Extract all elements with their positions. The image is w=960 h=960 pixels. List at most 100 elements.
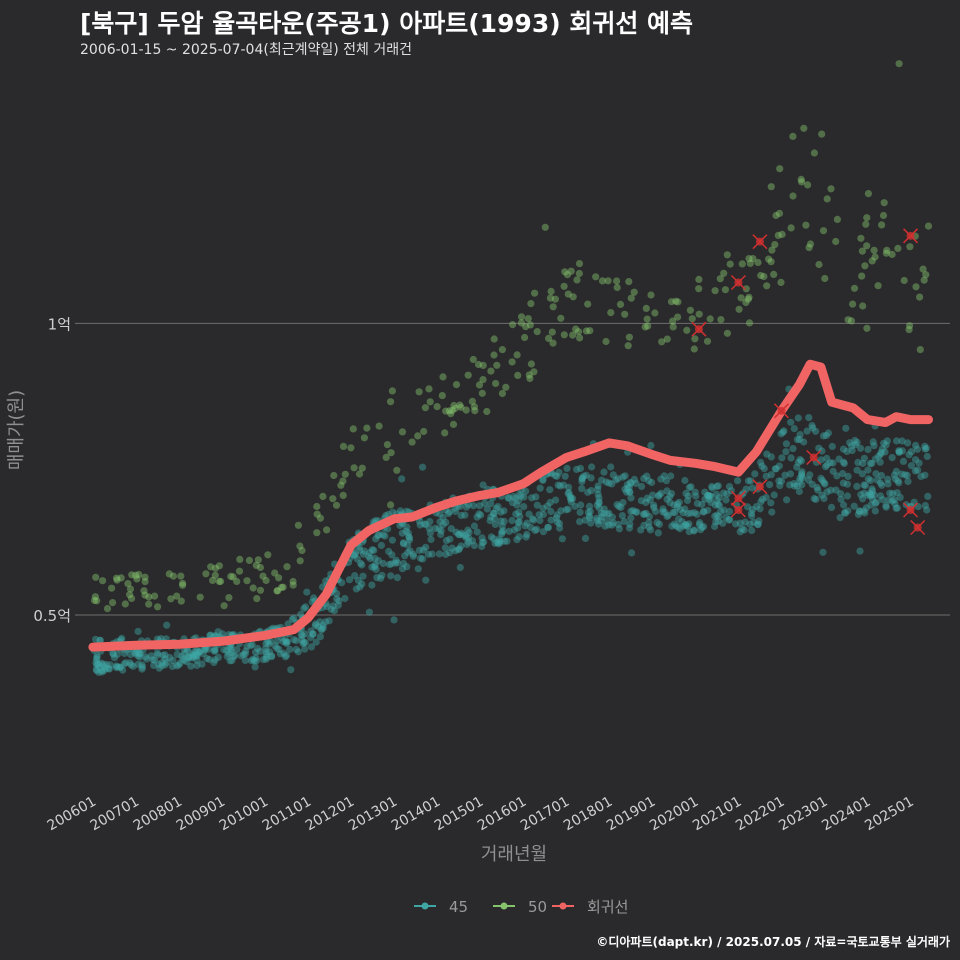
data-point-45	[425, 524, 433, 532]
data-point-50	[575, 260, 584, 268]
data-point-50	[90, 596, 99, 605]
data-point-45	[211, 645, 219, 653]
data-point-50	[576, 334, 584, 342]
data-point-45	[184, 652, 192, 661]
data-point-50	[669, 323, 677, 331]
data-point-45	[266, 638, 274, 646]
data-point-45	[555, 468, 563, 476]
data-point-45	[553, 518, 561, 526]
data-point-45	[911, 467, 920, 475]
data-point-45	[262, 650, 270, 658]
data-point-45	[817, 456, 825, 464]
data-point-45	[664, 511, 672, 519]
data-point-45	[595, 504, 603, 512]
data-point-45	[844, 472, 852, 480]
data-point-45	[812, 427, 820, 435]
data-point-45	[105, 665, 113, 673]
data-point-45	[837, 490, 845, 498]
data-point-45	[120, 649, 128, 658]
data-point-45	[333, 595, 341, 603]
data-point-45	[607, 463, 615, 471]
data-point-50	[513, 351, 521, 359]
data-point-50	[695, 275, 703, 283]
data-point-45	[736, 528, 744, 536]
data-point-45	[498, 528, 506, 536]
x-tick-label: 201401	[389, 794, 443, 835]
data-point-45	[618, 511, 627, 520]
data-point-45	[113, 650, 121, 659]
data-point-50	[746, 259, 754, 267]
data-point-50	[557, 314, 565, 322]
data-point-45	[515, 518, 523, 526]
data-point-45	[497, 517, 505, 525]
data-point-45	[866, 489, 874, 498]
data-point-45	[566, 492, 574, 500]
data-point-45	[514, 519, 523, 527]
data-point-45	[605, 521, 613, 529]
data-point-45	[571, 502, 579, 510]
data-point-50	[859, 302, 867, 310]
data-point-45	[329, 602, 337, 610]
data-point-45	[266, 648, 274, 656]
y-tick-label: 1억	[48, 315, 71, 333]
data-point-50	[425, 385, 433, 393]
data-point-45	[685, 520, 693, 528]
data-point-45	[487, 500, 495, 508]
data-point-50	[298, 546, 306, 555]
data-point-45	[465, 528, 473, 537]
data-point-50	[151, 592, 159, 600]
data-point-45	[876, 450, 885, 459]
data-point-45	[282, 636, 290, 645]
data-point-45	[374, 557, 383, 565]
data-point-45	[681, 476, 689, 485]
data-point-45	[222, 646, 231, 655]
data-point-45	[594, 490, 602, 498]
data-point-50	[573, 276, 581, 284]
data-point-50	[572, 325, 580, 333]
data-point-45	[797, 457, 806, 465]
data-point-45	[365, 552, 373, 560]
data-point-45	[478, 539, 486, 547]
data-point-45	[297, 631, 305, 639]
data-point-45	[100, 666, 108, 675]
data-point-45	[662, 477, 671, 485]
data-point-50	[126, 585, 135, 593]
data-point-45	[687, 483, 695, 491]
x-tick-label: 201301	[346, 794, 400, 835]
data-point-45	[655, 520, 664, 528]
data-point-45	[782, 440, 791, 448]
data-point-45	[837, 495, 845, 503]
data-point-50	[387, 449, 395, 457]
data-point-45	[756, 505, 764, 513]
data-point-45	[116, 663, 124, 671]
data-point-45	[723, 490, 731, 498]
data-point-50	[179, 581, 187, 589]
data-point-50	[113, 576, 121, 584]
data-point-45	[288, 615, 296, 624]
data-point-45	[898, 447, 907, 455]
x-tick-label: 202501	[862, 794, 916, 835]
data-point-50	[768, 246, 776, 254]
data-point-50	[602, 337, 610, 346]
data-point-50	[804, 181, 812, 189]
data-point-50	[517, 319, 526, 327]
data-point-45	[454, 530, 463, 539]
data-point-45	[166, 654, 174, 662]
data-point-45	[420, 520, 429, 528]
data-point-45	[178, 652, 186, 660]
data-point-45	[562, 506, 570, 514]
data-point-45	[452, 528, 460, 536]
data-point-45	[786, 470, 795, 478]
data-point-45	[822, 463, 830, 471]
data-point-45	[794, 458, 802, 467]
data-point-45	[654, 492, 663, 500]
data-point-45	[871, 507, 879, 515]
data-point-45	[777, 477, 786, 485]
chart-subtitle: 2006-01-15 ~ 2025-07-04(최근계약일) 전체 거래건	[80, 42, 412, 58]
data-point-45	[527, 523, 535, 532]
data-point-45	[389, 508, 397, 516]
data-point-45	[273, 644, 281, 652]
x-tick-labels: 2006012007012008012009012010012011012012…	[45, 794, 917, 835]
y-tick-labels: 0.5억 1억	[33, 315, 71, 625]
data-point-50	[498, 346, 506, 354]
